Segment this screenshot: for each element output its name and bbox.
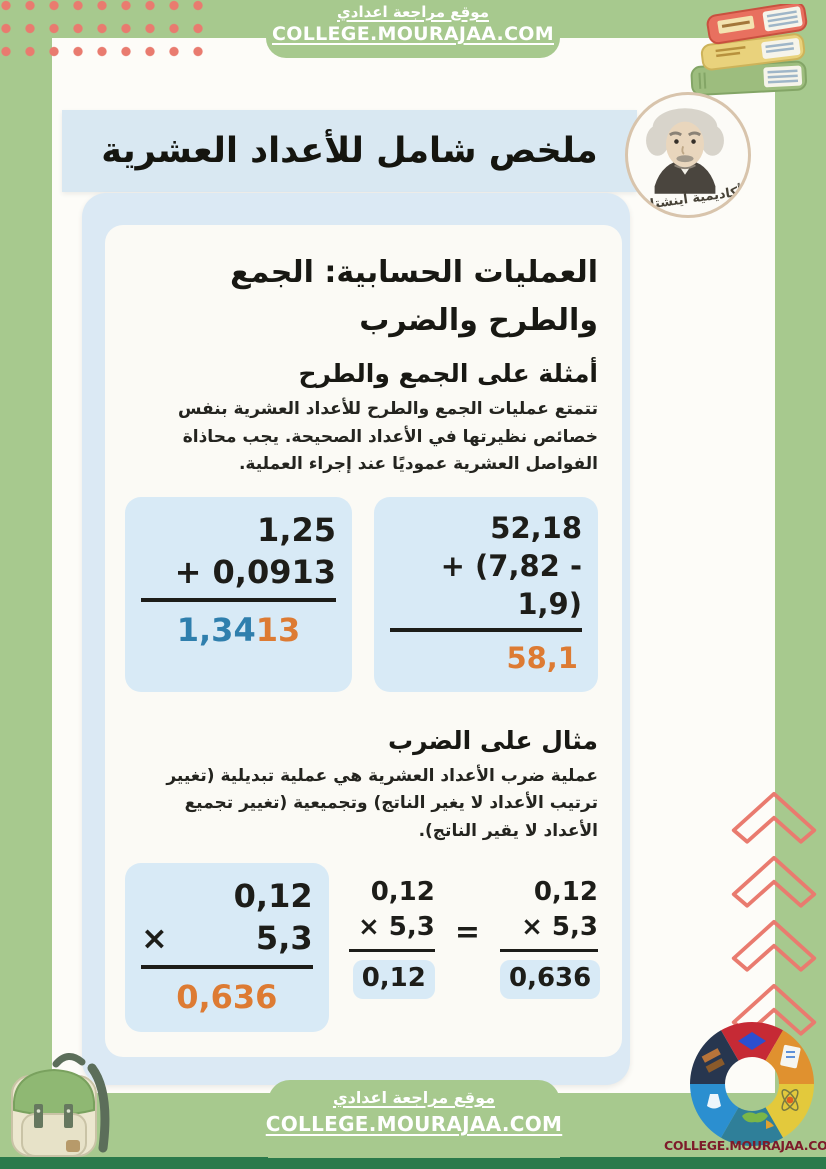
addition-examples-row: 52,18 + (7,82 - 1,9) 58,1 1,25 + 0,0913 …: [125, 496, 598, 692]
times-sign: ×: [141, 919, 168, 958]
mult-subheading: مثال على الضرب: [387, 725, 598, 755]
footer-text: موقع مراجعة اعدادي COLLEGE.MOURAJAA.COM: [250, 1088, 578, 1136]
logo-caption: COLLEGE.MOURAJAA.COM: [664, 1138, 826, 1153]
product-rule: [141, 964, 313, 969]
page-title: ملخص شامل للأعداد العشرية: [62, 110, 637, 192]
operand-top: 1,25: [257, 510, 336, 549]
addsub-description: تتمتع عمليات الجمع والطرح للأعداد العشري…: [177, 399, 598, 475]
operand-bottom: + 0,0913: [174, 552, 336, 591]
einstein-portrait-icon: [646, 108, 724, 194]
operand-top: 0,12: [370, 877, 435, 908]
operand-top: 0,12: [533, 877, 598, 908]
operand-bottom: × 5,3: [357, 912, 435, 943]
addition-example-plain: 1,25 + 0,0913 1,3413: [125, 496, 352, 692]
header-tab: موقع مراجعة اعدادي COLLEGE.MOURAJAA.COM: [266, 0, 560, 58]
result-extra-digits: 13: [255, 611, 301, 650]
operand-bottom: × 5,3: [521, 912, 598, 943]
chevron-decoration: [728, 782, 820, 1038]
equals-sign: =: [454, 915, 480, 951]
result-value: 0,12: [352, 960, 435, 999]
result-value: 0,636: [500, 960, 601, 999]
chevron-up-icon: [731, 919, 817, 972]
header-url-link[interactable]: COLLEGE.MOURAJAA.COM: [272, 23, 554, 45]
mult-equation-middle: 0,12 × 5,3 0,12: [348, 863, 435, 999]
mult-example-box: 0,12 × 5,3 0,636: [125, 863, 329, 1032]
footer-url-link[interactable]: COLLEGE.MOURAJAA.COM: [265, 1112, 563, 1136]
section-heading: العمليات الحسابية: الجمع والطرح والضرب: [230, 255, 598, 338]
product-rule: [348, 949, 435, 953]
einstein-badge: أكاديمية آينشتاين: [625, 92, 751, 218]
result-value: 58,1: [506, 641, 578, 676]
result-main-digits: 1,34: [176, 611, 256, 650]
logo-donut-icon: [690, 1021, 814, 1147]
result-value: 1,3413: [141, 609, 336, 651]
chevron-up-icon: [731, 791, 817, 844]
backpack-icon: [11, 1053, 110, 1157]
lesson-card: العمليات الحسابية: الجمع والطرح والضرب أ…: [105, 225, 622, 1057]
dots-pattern: [0, 0, 208, 60]
product-rule: [500, 949, 598, 953]
mult-description: عملية ضرب الأعداد العشرية هي عملية تبديل…: [166, 765, 598, 841]
footer-tab: [268, 1080, 560, 1158]
footer-site-link[interactable]: موقع مراجعة اعدادي: [332, 1088, 496, 1107]
bottom-strip: [0, 1157, 826, 1169]
result-value: 0,636: [176, 977, 278, 1016]
sum-rule: [390, 628, 582, 633]
sum-rule: [141, 598, 336, 603]
books-icon: [690, 4, 808, 96]
chevron-up-icon: [731, 855, 817, 908]
header-site-link[interactable]: موقع مراجعة اعدادي: [337, 3, 489, 21]
addsub-subheading: أمثلة على الجمع والطرح: [298, 359, 598, 388]
operand-top: 0,12: [233, 877, 313, 916]
addition-example-paren: 52,18 + (7,82 - 1,9) 58,1: [374, 496, 598, 692]
mult-equation-end: 0,12 × 5,3 0,636: [500, 863, 601, 999]
multiplication-row: 0,12 × 5,3 0,636 = 0,12 × 5,3 0,12 0,12 …: [125, 863, 601, 1032]
operand-bottom: × 5,3: [141, 917, 313, 959]
operand-top: 52,18: [490, 510, 582, 545]
operand-bottom-value: 5,3: [255, 919, 313, 958]
operand-bottom: + (7,82 - 1,9): [440, 548, 582, 622]
